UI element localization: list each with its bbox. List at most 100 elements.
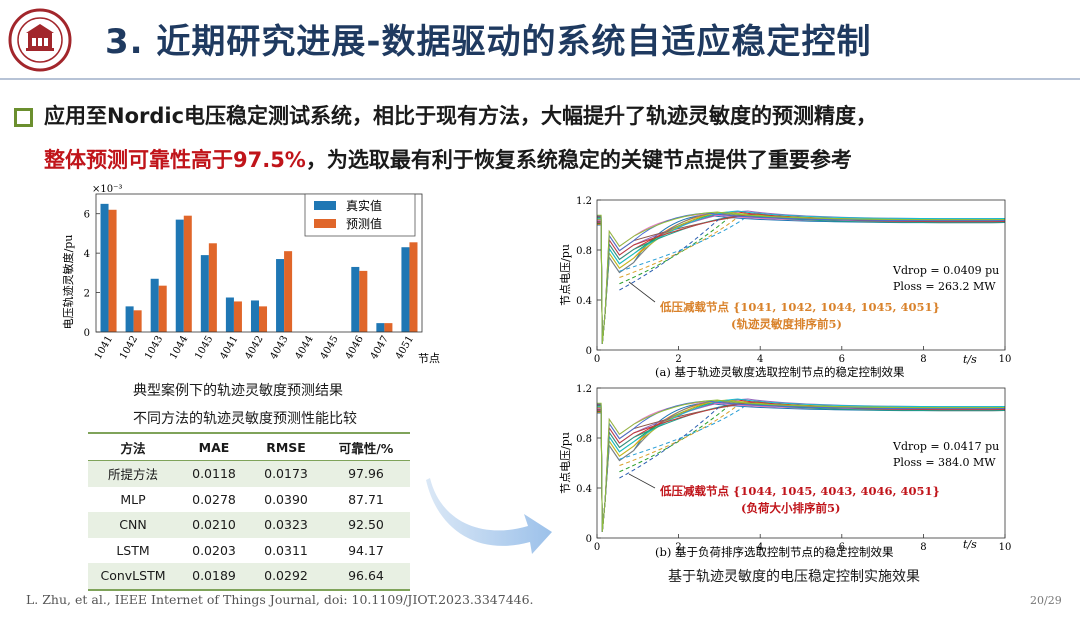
xtick-label: 0	[594, 542, 600, 553]
ytick-label: 0.4	[576, 296, 592, 307]
ytick-label: 0.8	[576, 434, 592, 445]
bar-pred-4046	[359, 270, 368, 332]
xtick-label: 4043	[268, 334, 290, 362]
xtick-label: 4	[757, 542, 763, 553]
ytick-label: 1.2	[576, 196, 592, 207]
table-row: MLP 0.0278 0.0390 87.71	[88, 487, 410, 513]
xtick-label: 8	[920, 542, 926, 553]
bar-pred-1043	[158, 285, 167, 332]
bar-chart-caption: 典型案例下的轨迹灵敏度预测结果	[133, 383, 343, 399]
table-row: 所提方法 0.0118 0.0173 97.96	[88, 460, 410, 487]
plot-a-caption: (a) 基于轨迹灵敏度选取控制节点的稳定控制效果	[655, 365, 905, 379]
bar-chart-yscale: ×10⁻³	[92, 184, 122, 195]
xtick-label: 2	[675, 542, 681, 553]
bar-true-1041	[100, 203, 109, 332]
bar-true-1043	[150, 278, 159, 332]
voltage-curve	[597, 213, 1006, 344]
xtick-label: 4046	[344, 334, 366, 362]
cell-method: 所提方法	[88, 460, 178, 487]
bar-pred-1045	[208, 243, 217, 332]
legend-true-swatch	[314, 201, 336, 210]
cell-mae: 0.0210	[178, 512, 250, 538]
xtick-label: 2	[675, 354, 681, 365]
xtick-label: 10	[999, 354, 1012, 365]
bar-pred-4041	[233, 301, 242, 332]
xtick-label: 1041	[93, 334, 115, 362]
bar-true-4046	[351, 266, 360, 332]
voltage-plot-a: 0 0.4 0.8 1.2 0 2 4 6 8 10 节点电压/pu t/s Vdrop = 0.…	[559, 196, 1011, 379]
bar-pred-4043	[284, 251, 293, 332]
ytick-label: 2	[84, 289, 90, 300]
voltage-curves-a	[597, 210, 1006, 344]
ytick-label: 0.4	[576, 484, 592, 495]
bullet-text-line2: 整体预测可靠性高于97.5%，为选取最有利于恢复系统稳定的关键节点提供了重要参考	[44, 144, 852, 174]
curved-arrow-icon	[426, 478, 552, 554]
sensitivity-bar-chart: 0 2 4 6 1041 1042 1043 1044 1045 4041 4042 4043 4044…	[61, 184, 440, 365]
comparison-table: 方法 MAE RMSE 可靠性/% 所提方法 0.0118 0.0173 97.96 …	[88, 432, 410, 591]
plot-b-vdrop: Vdrop = 0.0417 pu	[892, 440, 999, 453]
table-row: LSTM 0.0203 0.0311 94.17	[88, 538, 410, 564]
col-header-reliability: 可靠性/%	[338, 440, 394, 456]
plot-b-nodes: 低压减载节点 {1044, 1045, 4043, 4046, 4051}	[659, 484, 940, 498]
bullet-square-icon	[14, 108, 33, 127]
table-row: ConvLSTM 0.0189 0.0292 96.64	[88, 563, 410, 590]
plot-b-caption: (b) 基于负荷排序选取控制节点的稳定控制效果	[655, 545, 894, 559]
bar-true-1045	[200, 255, 209, 332]
ytick-label: 0	[586, 534, 592, 545]
ytick-label: 0.8	[576, 246, 592, 257]
legend-pred-label: 预测值	[346, 216, 382, 231]
bar-true-4043	[276, 259, 285, 332]
plot-a-ylabel: 节点电压/pu	[559, 244, 572, 306]
bar-true-1044	[175, 219, 184, 332]
voltage-curve	[597, 399, 1006, 532]
page-title: 3. 近期研究进展-数据驱动的系统自适应稳定控制	[105, 22, 872, 62]
xtick-label: 0	[594, 354, 600, 365]
bar-pred-1042	[133, 310, 142, 332]
table-row: CNN 0.0210 0.0323 92.50	[88, 512, 410, 538]
cell-rmse: 0.0173	[250, 460, 322, 487]
bullet-text-line2-rest: ，为选取最有利于恢复系统稳定的关键节点提供了重要参考	[305, 148, 852, 172]
plot-a-axes: 0 0.4 0.8 1.2 0 2 4 6 8 10	[576, 196, 1011, 365]
col-header-rmse: RMSE	[266, 439, 306, 455]
plot-a-vdrop: Vdrop = 0.0409 pu	[892, 264, 999, 277]
page-number: 20/29	[1030, 594, 1062, 607]
cell-mae: 0.0118	[178, 460, 250, 487]
cell-rmse: 0.0323	[250, 512, 322, 538]
title-divider	[0, 78, 1080, 80]
cell-mae: 0.0278	[192, 491, 236, 507]
cell-reliability: 92.50	[322, 512, 410, 538]
voltage-curve-dashed	[619, 406, 737, 466]
xtick-label: 4047	[369, 334, 391, 362]
cell-reliability: 87.71	[348, 491, 384, 507]
bar-true-4042	[250, 300, 259, 332]
xtick-label: 6	[839, 354, 845, 365]
xtick-label: 4045	[319, 334, 341, 362]
xtick-label: 8	[920, 354, 926, 365]
cell-method: ConvLSTM	[88, 563, 178, 590]
bar-chart-legend: 真实值 预测值	[304, 193, 416, 237]
citation-footer: L. Zhu, et al., IEEE Internet of Things …	[26, 592, 534, 607]
legend-true-label: 真实值	[346, 198, 382, 213]
voltage-curve-dashed	[619, 218, 728, 285]
xtick-label: 1043	[143, 334, 165, 362]
plot-b-ploss: Ploss = 384.0 MW	[893, 456, 996, 469]
plot-b-xlabel: t/s	[963, 538, 977, 551]
xtick-label: 1045	[193, 334, 215, 362]
bar-true-4041	[225, 297, 234, 332]
xtick-label: 4051	[394, 334, 416, 362]
plot-a-nodes: 低压减载节点 {1041, 1042, 1044, 1045, 4051}	[659, 300, 940, 314]
voltage-plot-b: 0 0.4 0.8 1.2 0 2 4 6 8 10 节点电压/pu t/s Vdrop = 0.…	[559, 384, 1012, 559]
bar-pred-1041	[108, 209, 117, 332]
plot-b-ylabel: 节点电压/pu	[559, 432, 572, 494]
ytick-label: 6	[84, 210, 90, 221]
xtick-label: 10	[999, 542, 1012, 553]
xtick-label: 4042	[243, 334, 265, 362]
voltage-curve-dashed	[619, 406, 745, 460]
voltage-curve-dashed	[619, 218, 745, 272]
ytick-label: 0	[84, 328, 90, 339]
bar-chart-xlabel: 节点	[418, 352, 440, 365]
cell-reliability: 94.17	[348, 542, 384, 558]
xtick-label: 4041	[218, 334, 240, 362]
voltage-curve	[597, 211, 1006, 344]
cell-reliability: 96.64	[322, 563, 410, 590]
